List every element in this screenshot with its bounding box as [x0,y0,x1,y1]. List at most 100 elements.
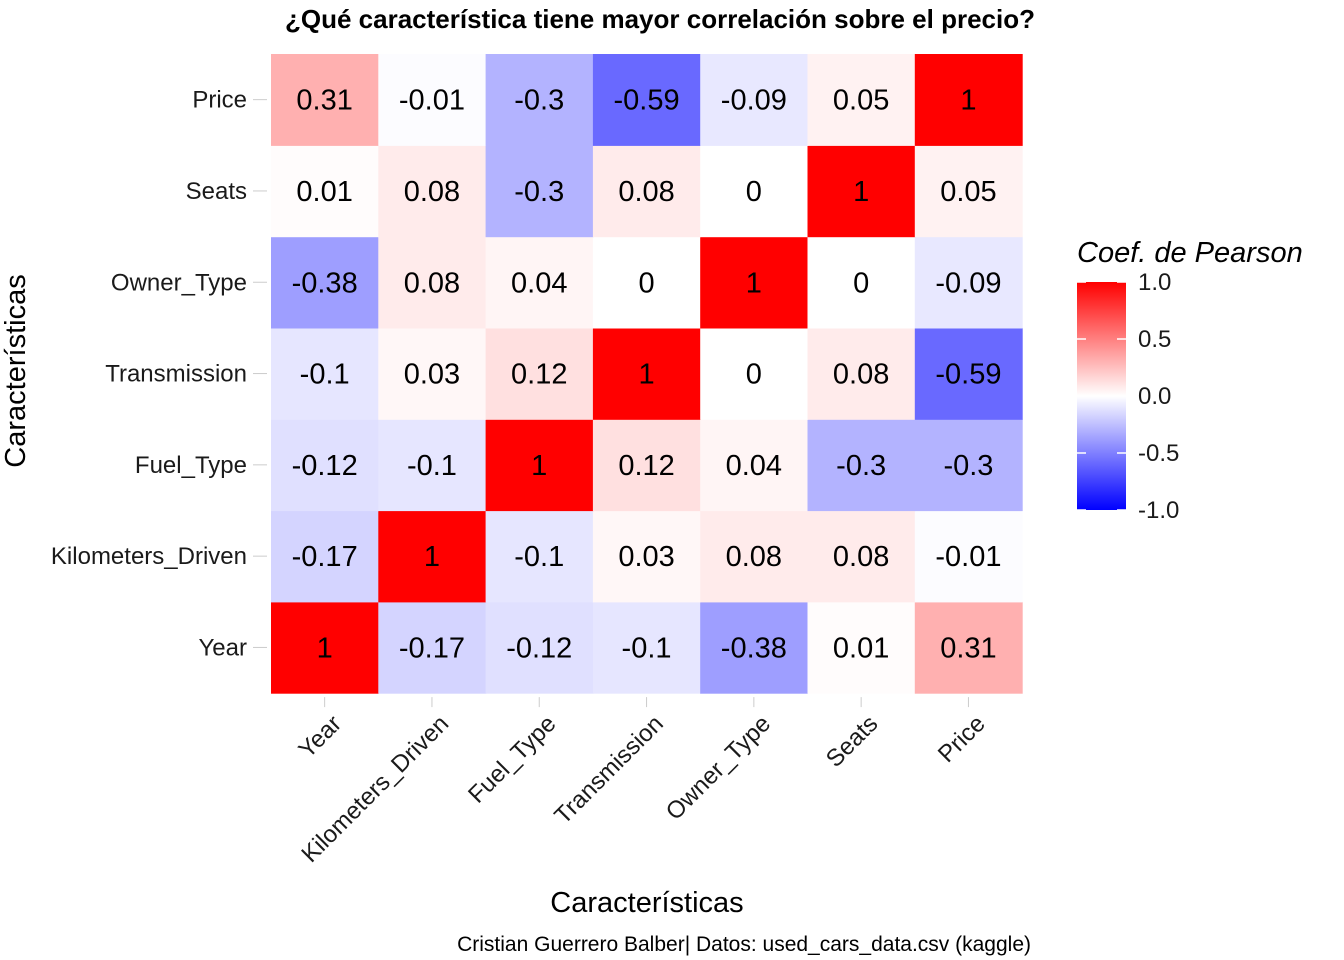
cell-value-label: -0.3 [514,176,564,208]
heatmap-cell [378,510,487,603]
y-tick-label: Fuel_Type [135,452,247,479]
heatmap-cell [914,601,1023,694]
legend-tick-label: -1.0 [1138,497,1179,524]
legend-tick-label: 0.0 [1138,383,1171,410]
cell-value-label: 0.01 [833,632,889,664]
cell-value-label: 0.08 [833,359,889,391]
cell-value-label: 0.08 [618,176,674,208]
cell-value-label: 1 [638,359,654,391]
heatmap-cell [700,327,809,420]
heatmap-cell-labels: 1 -0.17 -0.12 -0.1 -0.38 0.01 0.31 -0.17 1 -0.1 0.… [292,85,1002,665]
heatmap-cell [807,510,916,603]
cell-value-label: 0.31 [296,85,352,117]
heatmap-cell [485,54,594,146]
legend-tick-label: 1.0 [1138,269,1171,296]
cell-value-label: 0 [746,176,762,208]
heatmap-cell [700,601,809,694]
cell-value-label: -0.38 [292,267,358,299]
cell-value-label: 1 [746,267,762,299]
heatmap-cell [592,327,701,420]
heatmap-cell [485,236,594,329]
heatmap-cell [271,327,379,420]
x-tick-label: Fuel_Type [463,710,561,808]
y-tick-label: Year [199,634,248,661]
cell-value-label: 1 [424,541,440,573]
heatmap-cell [700,54,809,146]
heatmap-cell [592,601,701,694]
chart-caption: Cristian Guerrero Balber| Datos: used_ca… [457,933,1031,956]
heatmap-cell [914,145,1023,238]
cell-value-label: -0.1 [514,541,564,573]
cell-value-label: 0.05 [940,176,996,208]
cell-value-label: 0.04 [511,267,567,299]
heatmap-cell [485,145,594,238]
x-axis-title: Características [550,887,743,919]
cell-value-label: -0.3 [514,85,564,117]
heatmap-cell [485,419,594,512]
chart-title: ¿Qué característica tiene mayor correlac… [285,4,1035,34]
x-tick-label: Owner_Type [661,710,776,825]
cell-value-label: 1 [853,176,869,208]
y-tick-label: Seats [186,178,247,205]
heatmap-cell [271,601,379,694]
heatmap-cell [592,145,701,238]
heatmap-cells [271,54,1023,694]
heatmap-cell [592,236,701,329]
cell-value-label: -0.17 [399,632,465,664]
cell-value-label: 0 [853,267,869,299]
heatmap-cell [378,419,487,512]
heatmap-cell [271,54,379,146]
legend-ticks: 1.0 0.5 0.0 -0.5 -1.0 [1077,269,1179,524]
cell-value-label: -0.59 [613,85,679,117]
cell-value-label: 1 [960,85,976,117]
heatmap-cell [700,419,809,512]
heatmap-cell [914,510,1023,603]
x-tick-label: Price [933,710,991,768]
cell-value-label: 0.03 [404,359,460,391]
cell-value-label: -0.3 [943,450,993,482]
heatmap-cell [700,236,809,329]
heatmap-cell [914,419,1023,512]
x-tick-label: Seats [821,710,883,772]
cell-value-label: 0.08 [404,176,460,208]
heatmap-cell [485,327,594,420]
cell-value-label: -0.12 [292,450,358,482]
cell-value-label: -0.12 [506,632,572,664]
heatmap-cell [271,419,379,512]
y-axis-title: Características [0,274,32,467]
heatmap-cell [378,145,487,238]
y-tick-label: Transmission [105,361,247,388]
cell-value-label: 0.08 [833,541,889,573]
cell-value-label: 0.08 [404,267,460,299]
cell-value-label: 0.31 [940,632,996,664]
heatmap-cell [592,54,701,146]
cell-value-label: 0 [746,359,762,391]
heatmap-cell [914,327,1023,420]
x-tick-label: Transmission [549,710,668,829]
cell-value-label: -0.09 [935,267,1001,299]
y-tick-label: Owner_Type [111,269,247,296]
legend-title: Coef. de Pearson [1077,237,1303,269]
heatmap-cell [807,419,916,512]
cell-value-label: 0.04 [726,450,782,482]
heatmap-cell [807,54,916,146]
heatmap-cell [807,236,916,329]
heatmap-cell [378,236,487,329]
heatmap-cell [700,145,809,238]
heatmap-cell [592,419,701,512]
cell-value-label: 0.12 [511,359,567,391]
heatmap-cell [914,236,1023,329]
cell-value-label: -0.3 [836,450,886,482]
heatmap-cell [485,510,594,603]
heatmap-cell [271,510,379,603]
y-tick-label: Price [192,87,247,114]
heatmap-cell [378,54,487,146]
heatmap-cell [271,145,379,238]
heatmap-cell [807,601,916,694]
heatmap-cell [271,236,379,329]
heatmap-cell [807,327,916,420]
cell-value-label: 0 [638,267,654,299]
